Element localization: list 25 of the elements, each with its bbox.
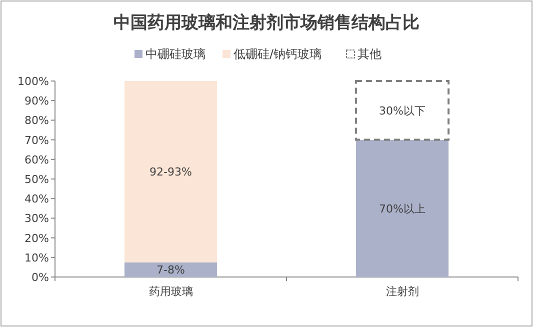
x-tick-label: 注射剂 bbox=[386, 285, 419, 298]
chart-title: 中国药用玻璃和注射剂市场销售结构占比 bbox=[114, 13, 420, 32]
data-label: 70%以上 bbox=[379, 202, 426, 216]
y-tick-label: 40% bbox=[24, 192, 49, 206]
y-tick-label: 30% bbox=[24, 212, 49, 226]
y-tick-label: 20% bbox=[24, 232, 49, 245]
legend-label: 低硼硅/钠钙玻璃 bbox=[234, 47, 322, 61]
bar bbox=[354, 80, 450, 141]
y-tick-label: 70% bbox=[24, 134, 49, 147]
legend-label: 中硼硅玻璃 bbox=[146, 47, 206, 61]
legend-label: 其他 bbox=[358, 47, 382, 61]
y-tick-label: 100% bbox=[18, 75, 49, 88]
y-tick-label: 60% bbox=[24, 153, 49, 166]
y-tick-label: 10% bbox=[24, 251, 49, 264]
data-label: 92-93% bbox=[150, 166, 192, 179]
data-label: 30%以下 bbox=[379, 104, 426, 118]
x-tick-label: 药用玻璃 bbox=[148, 285, 193, 298]
bar bbox=[124, 81, 218, 262]
bar bbox=[356, 140, 449, 277]
bar bbox=[124, 262, 218, 277]
y-tick-label: 90% bbox=[24, 94, 49, 108]
y-tick-label: 0% bbox=[32, 271, 49, 284]
y-tick-label: 50% bbox=[24, 173, 49, 186]
data-label: 7-8% bbox=[156, 264, 185, 277]
y-tick-label: 80% bbox=[24, 114, 49, 128]
